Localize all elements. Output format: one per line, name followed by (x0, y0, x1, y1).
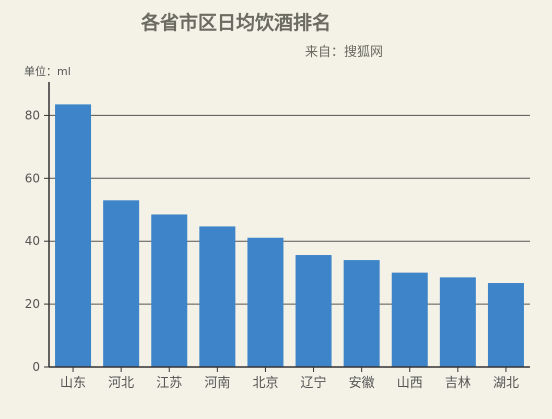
x-category-label: 北京 (252, 376, 278, 391)
bar-5[interactable] (295, 255, 332, 367)
bar-8[interactable] (439, 277, 476, 367)
y-tick-label: 60 (25, 171, 40, 185)
bar-0[interactable] (55, 104, 92, 367)
bar-7[interactable] (391, 272, 428, 367)
bar-6[interactable] (343, 260, 380, 367)
y-tick-label: 0 (32, 360, 40, 374)
bar-9[interactable] (487, 283, 524, 367)
bars (55, 104, 524, 367)
x-category-label: 安徽 (349, 376, 375, 391)
x-category-label: 河南 (204, 375, 230, 391)
x-category-label: 江苏 (156, 375, 182, 391)
y-axis-unit-label: 单位：ml (24, 64, 71, 78)
x-category-label: 河北 (108, 376, 134, 391)
x-category-label: 辽宁 (301, 375, 327, 391)
x-category-label: 湖北 (493, 376, 519, 391)
y-tick-label: 80 (25, 108, 40, 122)
y-axis-ticks: 0 20 40 60 80 (25, 108, 49, 374)
bar-3[interactable] (199, 226, 236, 367)
chart-subtitle: 来自：搜狐网 (305, 45, 383, 60)
chart-title: 各省市区日均饮酒排名 (140, 11, 331, 34)
bar-1[interactable] (103, 200, 140, 367)
x-category-label: 吉林 (445, 376, 471, 391)
x-category-label: 山西 (397, 376, 423, 391)
bar-2[interactable] (151, 214, 188, 367)
x-axis-ticks: 山东 河北 江苏 河南 北京 辽宁 安徽 山西 吉林 湖北 (60, 367, 519, 391)
x-category-label: 山东 (60, 376, 86, 391)
y-tick-label: 20 (25, 297, 40, 311)
bar-4[interactable] (247, 237, 284, 367)
y-tick-label: 40 (25, 234, 40, 248)
